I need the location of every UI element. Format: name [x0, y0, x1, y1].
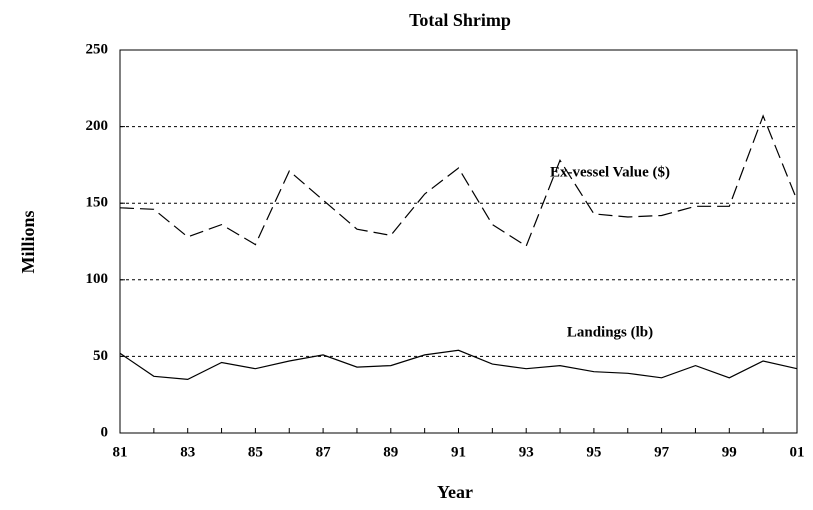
x-tick-label: 99	[722, 444, 737, 460]
y-tick-label: 0	[101, 424, 109, 440]
y-tick-label: 150	[86, 195, 109, 211]
x-tick-label: 87	[316, 444, 332, 460]
chart-title: Total Shrimp	[409, 10, 511, 30]
x-tick-label: 89	[383, 444, 398, 460]
series-line	[119, 114, 798, 247]
series-line	[119, 349, 798, 381]
plot-frame	[119, 49, 798, 434]
y-tick-label: 50	[93, 348, 108, 364]
x-tick-label: 01	[790, 444, 805, 460]
x-tick-label: 95	[586, 444, 601, 460]
x-tick-label: 91	[451, 444, 466, 460]
x-tick-label: 93	[519, 444, 534, 460]
y-axis-title: Millions	[18, 210, 38, 273]
x-axis-title: Year	[437, 482, 473, 502]
x-tick-label: 83	[180, 444, 195, 460]
series-label: Landings (lb)	[567, 324, 653, 340]
x-tick-label: 85	[248, 444, 263, 460]
series-label: Ex-vessel Value ($)	[550, 164, 670, 180]
y-tick-label: 200	[86, 118, 109, 134]
x-tick-label: 81	[113, 444, 128, 460]
y-tick-label: 100	[86, 271, 109, 287]
x-tick-label: 97	[654, 444, 670, 460]
y-tick-label: 250	[86, 41, 109, 57]
